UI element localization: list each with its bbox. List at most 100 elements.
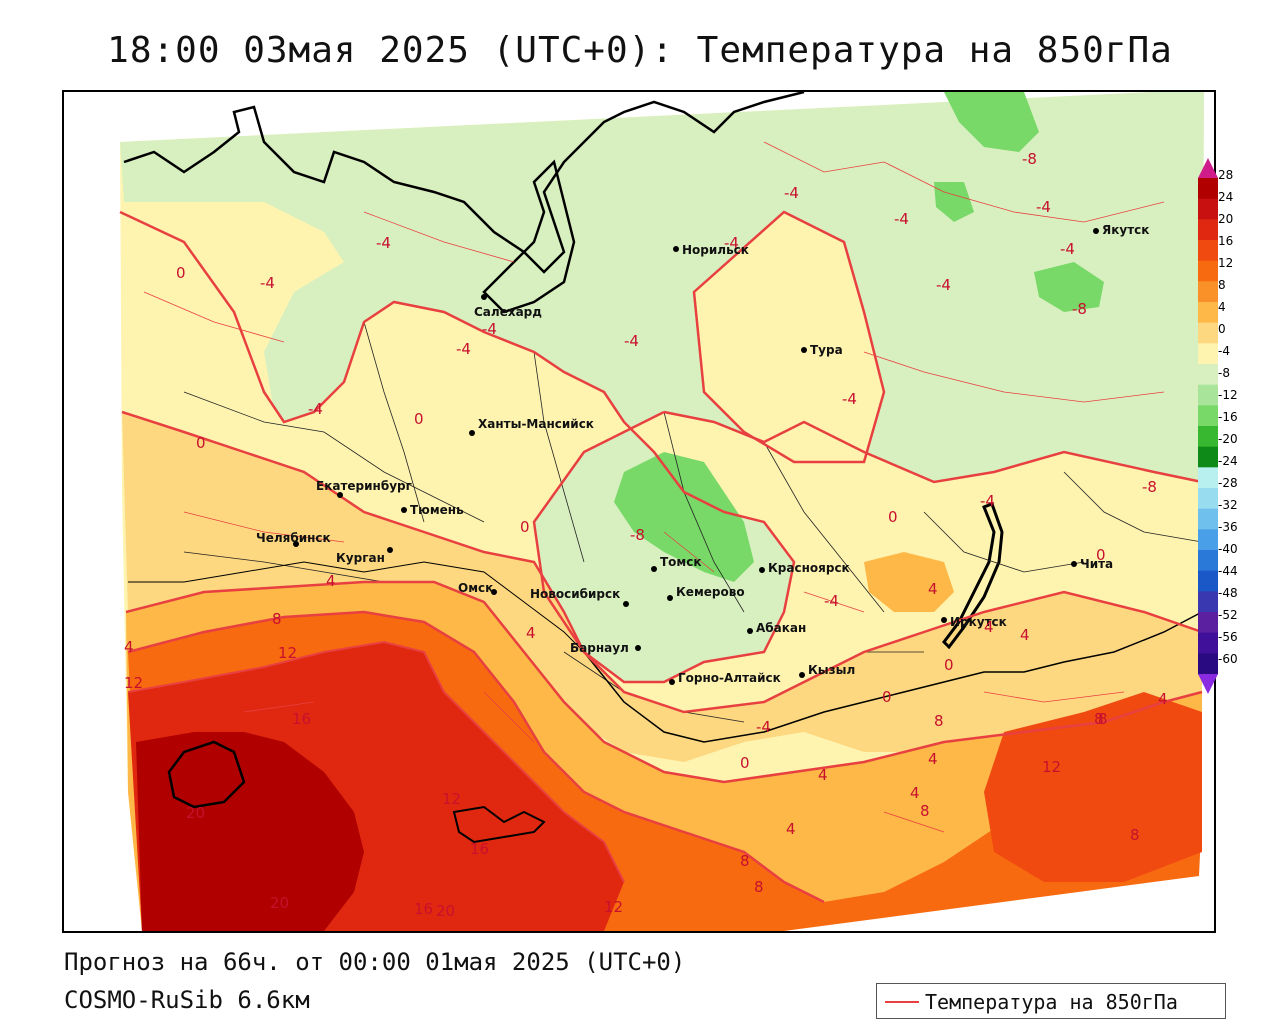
colorbar-segments bbox=[1198, 178, 1218, 675]
colorbar-segment bbox=[1198, 508, 1218, 530]
city-ekaterinburg: Екатеринбург bbox=[316, 479, 412, 493]
forecast-map: Салехард Норильск Тура Якутск Ханты-Манс… bbox=[62, 90, 1216, 933]
colorbar-segment bbox=[1198, 529, 1218, 551]
city-dot-kemerovo bbox=[667, 595, 673, 601]
iso-label: -4 bbox=[456, 340, 471, 358]
colorbar bbox=[1198, 158, 1218, 694]
iso-label: 8 bbox=[740, 852, 750, 870]
iso-label: -4 bbox=[308, 400, 323, 418]
colorbar-bottom-arrow bbox=[1198, 674, 1218, 694]
isotherm-minus4-c bbox=[692, 210, 886, 464]
iso-label: 20 bbox=[436, 902, 455, 920]
city-novosibirsk: Новосибирск bbox=[530, 587, 620, 601]
iso-label: -4 bbox=[784, 184, 799, 202]
iso-label: 4 bbox=[818, 766, 828, 784]
city-tyumen: Тюмень bbox=[410, 503, 464, 517]
city-dot-kurgan bbox=[387, 547, 393, 553]
iso-label: 12 bbox=[278, 644, 297, 662]
colorbar-segment bbox=[1198, 260, 1218, 282]
cold-patch-yakutsk bbox=[1034, 262, 1104, 312]
legend: Температура на 850гПа bbox=[876, 983, 1226, 1019]
colorbar-label: 20 bbox=[1218, 212, 1234, 226]
iso-label: 4 bbox=[928, 750, 938, 768]
city-dot-barnaul bbox=[635, 645, 641, 651]
iso-label: -4 bbox=[980, 492, 995, 510]
iso-label: 4 bbox=[326, 572, 336, 590]
colorbar-label: -12 bbox=[1218, 388, 1238, 402]
city-abakan: Абакан bbox=[756, 621, 806, 635]
colorbar-label: 16 bbox=[1218, 234, 1234, 248]
iso-label: 0 bbox=[196, 434, 206, 452]
iso-label: 4 bbox=[910, 784, 920, 802]
iso-label: -4 bbox=[842, 390, 857, 408]
colorbar-segment bbox=[1198, 405, 1218, 427]
colorbar-label: 4 bbox=[1218, 300, 1226, 314]
iso-label: 8 bbox=[1098, 710, 1108, 728]
warm-belt-20 bbox=[136, 732, 364, 931]
iso-label: 16 bbox=[470, 840, 489, 858]
caspian-outline bbox=[167, 740, 246, 809]
iso-label: 16 bbox=[414, 900, 433, 918]
iso-label: 0 bbox=[520, 518, 530, 536]
isotherm-0 bbox=[121, 410, 1203, 714]
colorbar-label: 12 bbox=[1218, 256, 1234, 270]
iso-label: 8 bbox=[920, 802, 930, 820]
city-dot-norilsk bbox=[673, 246, 679, 252]
city-kyzyl: Кызыл bbox=[808, 663, 855, 677]
iso-label: 4 bbox=[928, 580, 938, 598]
model-info: COSMO-RuSib 6.6км bbox=[64, 986, 310, 1014]
colorbar-label: -8 bbox=[1218, 366, 1230, 380]
iso-label: 20 bbox=[270, 894, 289, 912]
city-dot-chelyabinsk bbox=[293, 541, 299, 547]
isotherm-minus4 bbox=[119, 210, 796, 684]
iso-label: 16 bbox=[292, 710, 311, 728]
city-yakutsk: Якутск bbox=[1102, 223, 1149, 237]
baikal-outline bbox=[942, 502, 1004, 650]
city-dot-kyzyl bbox=[799, 672, 805, 678]
yamal-coastline bbox=[482, 159, 576, 314]
legend-line-swatch bbox=[885, 1001, 919, 1003]
iso-label: 4 bbox=[526, 624, 536, 642]
colorbar-label: 8 bbox=[1218, 278, 1226, 292]
iso-label: -4 bbox=[1036, 198, 1051, 216]
iso-label: -4 bbox=[824, 592, 839, 610]
warm-belt-0 bbox=[122, 412, 1202, 762]
isotherm-minus4-b bbox=[663, 410, 1203, 484]
city-tomsk: Томск bbox=[660, 555, 702, 569]
iso-label: -4 bbox=[624, 332, 639, 350]
colorbar-segment bbox=[1198, 653, 1218, 675]
colorbar-label: -40 bbox=[1218, 542, 1238, 556]
colorbar-segment bbox=[1198, 426, 1218, 448]
iso-label: 8 bbox=[1130, 826, 1140, 844]
city-salekhard: Салехард bbox=[474, 305, 542, 319]
city-dot-salekhard bbox=[481, 294, 487, 300]
iso-label: 8 bbox=[1094, 710, 1104, 728]
warm-belt-east-12 bbox=[984, 692, 1202, 882]
city-dot-abakan bbox=[747, 628, 753, 634]
colorbar-label: -4 bbox=[1218, 344, 1230, 358]
iso-label: 0 bbox=[944, 656, 954, 674]
colorbar-label: -28 bbox=[1218, 476, 1238, 490]
colorbar-label: -32 bbox=[1218, 498, 1238, 512]
iso-label: -4 bbox=[724, 234, 739, 252]
city-dot-yakutsk bbox=[1093, 228, 1099, 234]
map-title: 18:00 03мая 2025 (UTC+0): Температура на… bbox=[107, 30, 1173, 71]
iso-label: 0 bbox=[176, 264, 186, 282]
city-dot-ekaterinburg bbox=[337, 492, 343, 498]
china-border bbox=[583, 611, 1203, 743]
isotherm-thin-1 bbox=[143, 141, 1165, 403]
colorbar-label: -44 bbox=[1218, 564, 1238, 578]
colorbar-top-arrow bbox=[1198, 158, 1218, 178]
iso-label: 8 bbox=[934, 712, 944, 730]
colorbar-label: -48 bbox=[1218, 586, 1238, 600]
city-kemerovo: Кемерово bbox=[676, 585, 745, 599]
city-chita: Чита bbox=[1080, 557, 1113, 571]
colorbar-label: -24 bbox=[1218, 454, 1238, 468]
colorbar-segment bbox=[1198, 302, 1218, 324]
iso-label: 20 bbox=[186, 804, 205, 822]
colorbar-segment bbox=[1198, 612, 1218, 634]
colorbar-label: -56 bbox=[1218, 630, 1238, 644]
iso-label: 0 bbox=[414, 410, 424, 428]
colorbar-segment bbox=[1198, 343, 1218, 365]
iso-label: 4 bbox=[1020, 626, 1030, 644]
